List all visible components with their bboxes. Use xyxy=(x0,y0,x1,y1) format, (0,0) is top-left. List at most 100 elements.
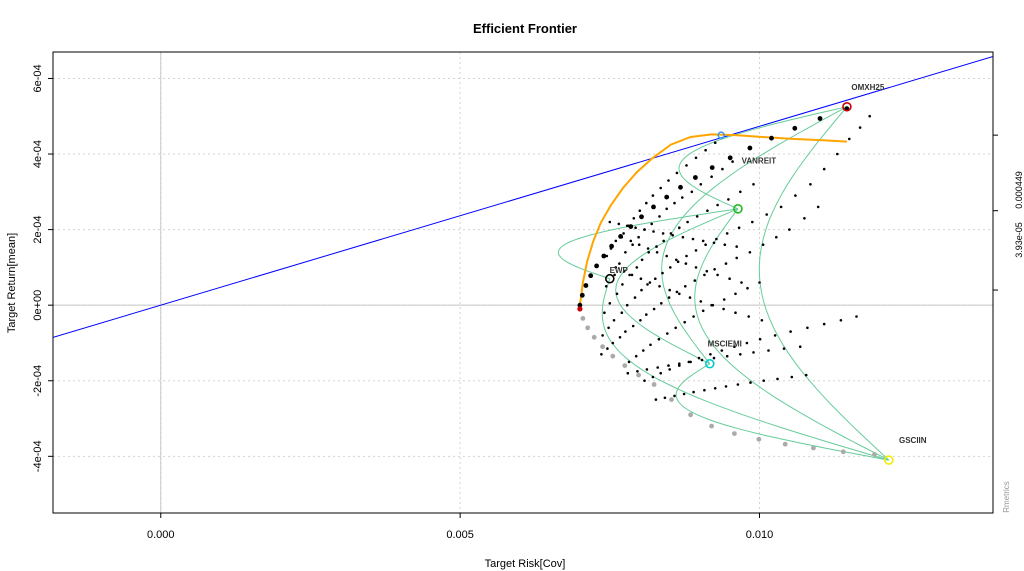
monte-carlo-point xyxy=(855,315,858,318)
monte-carlo-point xyxy=(724,385,728,388)
monte-carlo-point xyxy=(637,235,640,239)
monte-carlo-point xyxy=(628,273,631,277)
monte-carlo-point xyxy=(713,141,717,144)
monte-carlo-point xyxy=(675,171,679,175)
monte-carlo-point xyxy=(704,243,707,246)
monte-carlo-point xyxy=(603,311,606,315)
monte-carlo-point xyxy=(649,343,652,347)
points-layer xyxy=(577,101,894,465)
monte-carlo-point xyxy=(618,262,621,265)
monte-carlo-point xyxy=(675,290,679,294)
monte-carlo-point xyxy=(639,277,643,281)
monte-carlo-point xyxy=(761,243,765,246)
asset-point-msciemi xyxy=(705,358,715,369)
inefficient-frontier-point xyxy=(732,431,737,436)
minimum-variance-point xyxy=(577,306,583,312)
monte-carlo-point xyxy=(646,247,650,250)
monte-carlo-point xyxy=(661,232,665,235)
asset-label-msciemi: MSCIEMI xyxy=(708,340,742,349)
x-tick-label: 0.010 xyxy=(746,529,774,541)
inefficient-frontier-point xyxy=(688,412,693,418)
monte-carlo-point xyxy=(607,326,610,330)
monte-carlo-point xyxy=(701,309,705,313)
asset-label-gsciin: GSCIIN xyxy=(899,436,927,445)
inefficient-frontier-point xyxy=(811,445,816,451)
monte-carlo-point xyxy=(752,183,755,186)
monte-carlo-point xyxy=(614,266,618,269)
monte-carlo-point xyxy=(629,239,633,243)
monte-carlo-point xyxy=(643,379,646,383)
monte-carlo-point xyxy=(747,315,750,318)
inefficient-frontier-point xyxy=(709,423,714,429)
axes-layer: 0.000 0.005 0.010 -4e-04 -2e-04 0e+00 2e-04 4e-… xyxy=(32,51,1024,541)
grid-layer xyxy=(53,52,993,513)
monte-carlo-point xyxy=(691,237,695,241)
monte-carlo-point xyxy=(631,324,635,328)
efficient-frontier-point xyxy=(588,273,594,279)
monte-carlo-point xyxy=(622,269,626,273)
monte-carlo-point xyxy=(638,209,642,212)
monte-carlo-point xyxy=(713,387,717,390)
monte-carlo-point xyxy=(620,311,624,315)
monte-carlo-point xyxy=(669,232,673,235)
monte-carlo-point xyxy=(676,260,680,264)
monte-carlo-point xyxy=(660,302,663,305)
monte-carlo-point xyxy=(822,167,826,171)
two-asset-frontier-omxh25-msciemi xyxy=(661,106,848,365)
monte-carlo-point xyxy=(725,354,729,358)
monte-carlo-point xyxy=(624,251,627,254)
monte-carlo-point xyxy=(611,341,615,345)
monte-carlo-point xyxy=(624,330,627,333)
monte-carlo-point xyxy=(627,360,631,364)
monte-carlo-point xyxy=(618,336,622,339)
efficient-frontier-point xyxy=(709,165,715,171)
monte-carlo-point xyxy=(689,360,692,364)
monte-carlo-point xyxy=(608,302,612,305)
monte-carlo-point xyxy=(728,277,731,281)
monte-carlo-point xyxy=(735,256,738,260)
y-tick-label: 0e+00 xyxy=(32,290,44,321)
monte-carlo-point xyxy=(658,215,661,218)
chart-title: Efficient Frontier xyxy=(473,21,577,36)
monte-carlo-point xyxy=(683,320,686,324)
monte-carlo-point xyxy=(600,353,603,356)
monte-carlo-point xyxy=(779,205,783,209)
right-axis-label-high: 0.000449 xyxy=(1014,171,1024,209)
monte-carlo-point xyxy=(735,245,738,248)
right-axis-label-low: 3.93e-05 xyxy=(1014,222,1024,258)
asset-point-vanreit xyxy=(733,204,743,214)
monte-carlo-point xyxy=(725,232,729,235)
monte-carlo-point xyxy=(775,235,778,239)
monte-carlo-point xyxy=(671,234,674,237)
efficient-frontier-point xyxy=(651,204,656,210)
monte-carlo-point xyxy=(654,277,657,281)
monte-carlo-point xyxy=(858,126,862,129)
monte-carlo-point xyxy=(662,239,665,243)
monte-carlo-point xyxy=(704,148,707,152)
monte-carlo-point xyxy=(712,241,716,245)
inefficient-frontier-point xyxy=(872,452,877,457)
monte-carlo-point xyxy=(776,377,779,381)
monte-carlo-point xyxy=(773,334,777,337)
monte-carlo-point xyxy=(685,164,688,167)
monte-carlo-point xyxy=(723,243,727,246)
monte-carlo-point xyxy=(640,288,643,292)
monte-carlo-point xyxy=(748,251,752,254)
monte-carlo-point xyxy=(613,273,616,277)
monte-carlo-point xyxy=(648,281,652,284)
monte-carlo-point xyxy=(663,396,667,400)
rmetrics-watermark: Rmetrics xyxy=(1002,481,1011,513)
monte-carlo-point xyxy=(625,224,629,228)
x-axis-label: Target Risk[Cov] xyxy=(485,558,566,570)
inefficient-frontier-point xyxy=(622,363,628,368)
y-tick-label: -2e-04 xyxy=(32,365,44,397)
monte-carlo-point xyxy=(745,341,749,345)
monte-carlo-point xyxy=(645,201,648,205)
x-tick-label: 0.005 xyxy=(446,529,474,541)
inefficient-frontier-point xyxy=(756,436,762,442)
monte-carlo-point xyxy=(617,222,621,226)
asset-label-ewp: EWP xyxy=(610,266,629,275)
monte-carlo-point xyxy=(716,273,719,277)
monte-carlo-point xyxy=(684,285,687,288)
monte-carlo-point xyxy=(626,371,630,375)
